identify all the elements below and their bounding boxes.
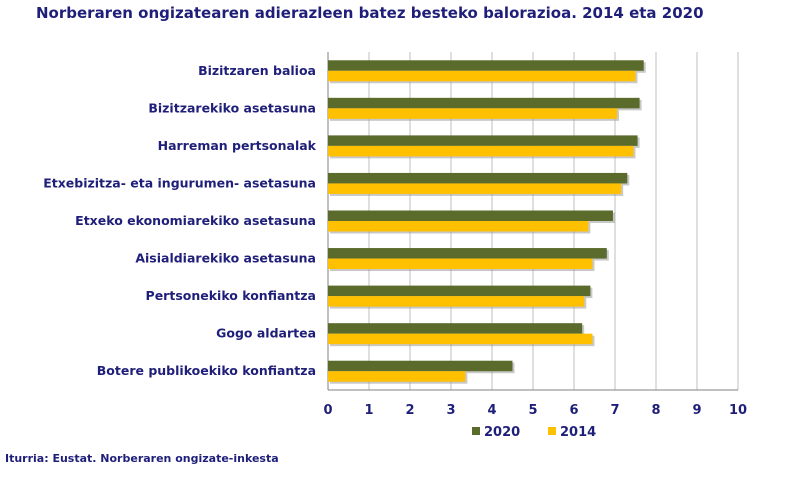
- legend-swatch-2014: [548, 427, 556, 435]
- category-label: Bizitzaren balioa: [198, 63, 316, 78]
- chart-title: Norberaren ongizatearen adierazleen bate…: [36, 4, 704, 22]
- x-tick-label: 7: [610, 403, 619, 418]
- chart-source: Iturria: Eustat. Norberaren ongizate-ink…: [5, 452, 279, 465]
- bar-2020: [328, 323, 583, 334]
- bar-2020: [328, 285, 591, 297]
- bar-2014: [328, 296, 585, 307]
- x-tick-label: 5: [528, 403, 537, 418]
- x-tick-label: 3: [446, 403, 455, 418]
- bar-2020: [328, 135, 638, 146]
- x-tick-label: 4: [487, 403, 496, 418]
- bar-2014: [328, 333, 593, 345]
- category-label: Etxeko ekonomiarekiko asetasuna: [75, 213, 316, 228]
- x-tick-label: 2: [405, 403, 414, 418]
- category-label: Etxebizitza- eta ingurumen- asetasuna: [43, 175, 316, 190]
- legend-swatch-2020: [472, 427, 480, 435]
- x-tick-label: 8: [651, 403, 660, 418]
- bar-2020: [328, 172, 628, 184]
- x-tick-label: 10: [729, 403, 747, 418]
- bar-2020: [328, 248, 607, 259]
- category-label: Harreman pertsonalak: [158, 138, 317, 153]
- x-tick-label: 0: [323, 403, 332, 418]
- x-tick-label: 9: [692, 403, 701, 418]
- bar-2020: [328, 60, 644, 71]
- bar-2014: [328, 258, 593, 270]
- bar-2014: [328, 70, 636, 82]
- bar-2020: [328, 360, 513, 372]
- x-tick-label: 6: [569, 403, 578, 418]
- bar-2014: [328, 221, 589, 232]
- category-label: Aisialdiarekiko asetasuna: [135, 251, 316, 266]
- bar-2014: [328, 183, 622, 194]
- x-tick-label: 1: [364, 403, 373, 418]
- category-label: Pertsonekiko konfiantza: [146, 288, 316, 303]
- bar-2020: [328, 97, 640, 109]
- legend-label-2014: 2014: [560, 425, 596, 440]
- legend-label-2020: 2020: [484, 425, 520, 440]
- bar-2014: [328, 371, 466, 382]
- bar-2014: [328, 108, 618, 119]
- category-label: Botere publikoekiko konfiantza: [97, 363, 316, 378]
- category-label: Bizitzarekiko asetasuna: [148, 100, 316, 115]
- bar-2014: [328, 145, 634, 157]
- category-label: Gogo aldartea: [216, 326, 316, 341]
- bar-2020: [328, 210, 613, 221]
